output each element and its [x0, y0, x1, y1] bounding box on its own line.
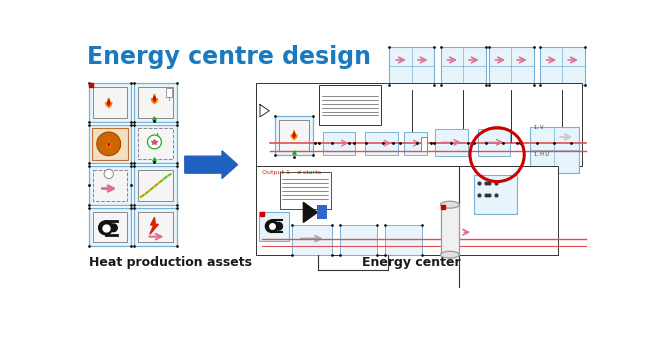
Bar [340, 225, 377, 255]
Bar [88, 83, 131, 121]
Bar [88, 125, 131, 163]
Bar [139, 128, 173, 159]
Bar [139, 87, 173, 118]
Bar [488, 47, 533, 85]
Bar [366, 132, 398, 155]
Bar [435, 129, 468, 156]
Circle shape [104, 169, 114, 179]
Polygon shape [304, 202, 317, 222]
Text: Heat production assets: Heat production assets [88, 256, 251, 268]
Bar [385, 225, 422, 255]
FancyArrow shape [185, 151, 238, 179]
Polygon shape [293, 132, 295, 138]
Polygon shape [107, 142, 111, 147]
Text: 1, V: 1, V [533, 125, 543, 130]
Polygon shape [150, 217, 158, 234]
Bar [279, 120, 309, 151]
Polygon shape [153, 96, 156, 102]
Polygon shape [108, 143, 110, 146]
Bar [139, 170, 173, 201]
Text: Energy centre design: Energy centre design [87, 45, 371, 69]
Bar [139, 212, 173, 242]
Bar [404, 132, 428, 155]
Bar [280, 172, 331, 208]
Bar [88, 166, 131, 205]
Bar [389, 47, 434, 85]
Bar [323, 132, 355, 155]
Text: Energy center: Energy center [362, 256, 460, 268]
Bar [92, 212, 127, 242]
Text: Output 1 – d starts: Output 1 – d starts [262, 170, 321, 175]
Ellipse shape [441, 251, 459, 258]
Bar [421, 137, 428, 151]
Bar [441, 205, 459, 255]
Bar [259, 212, 288, 241]
Polygon shape [106, 98, 112, 107]
Circle shape [147, 135, 162, 149]
Polygon shape [151, 94, 158, 104]
Bar [92, 87, 127, 118]
Bar [441, 47, 486, 85]
Circle shape [97, 132, 121, 156]
Bar [92, 128, 128, 160]
Bar [319, 85, 381, 125]
Circle shape [110, 224, 117, 232]
Bar [166, 88, 172, 97]
Bar [474, 175, 517, 214]
Polygon shape [260, 105, 269, 117]
Bar [478, 129, 510, 156]
Bar [135, 166, 177, 205]
Ellipse shape [441, 201, 459, 208]
Polygon shape [108, 100, 110, 106]
Text: 1, H U: 1, H U [533, 152, 548, 157]
Bar [88, 208, 131, 246]
Circle shape [265, 220, 278, 233]
Bar [540, 47, 585, 85]
Bar [135, 125, 177, 163]
Bar [317, 205, 327, 219]
Circle shape [275, 222, 282, 230]
Bar [135, 83, 177, 121]
Polygon shape [291, 131, 297, 140]
Bar [256, 83, 581, 166]
Bar [256, 166, 558, 255]
Bar [531, 127, 579, 173]
Bar [275, 116, 313, 155]
Bar [135, 208, 177, 246]
Circle shape [98, 221, 113, 235]
Bar [92, 170, 127, 201]
Bar [292, 225, 332, 255]
